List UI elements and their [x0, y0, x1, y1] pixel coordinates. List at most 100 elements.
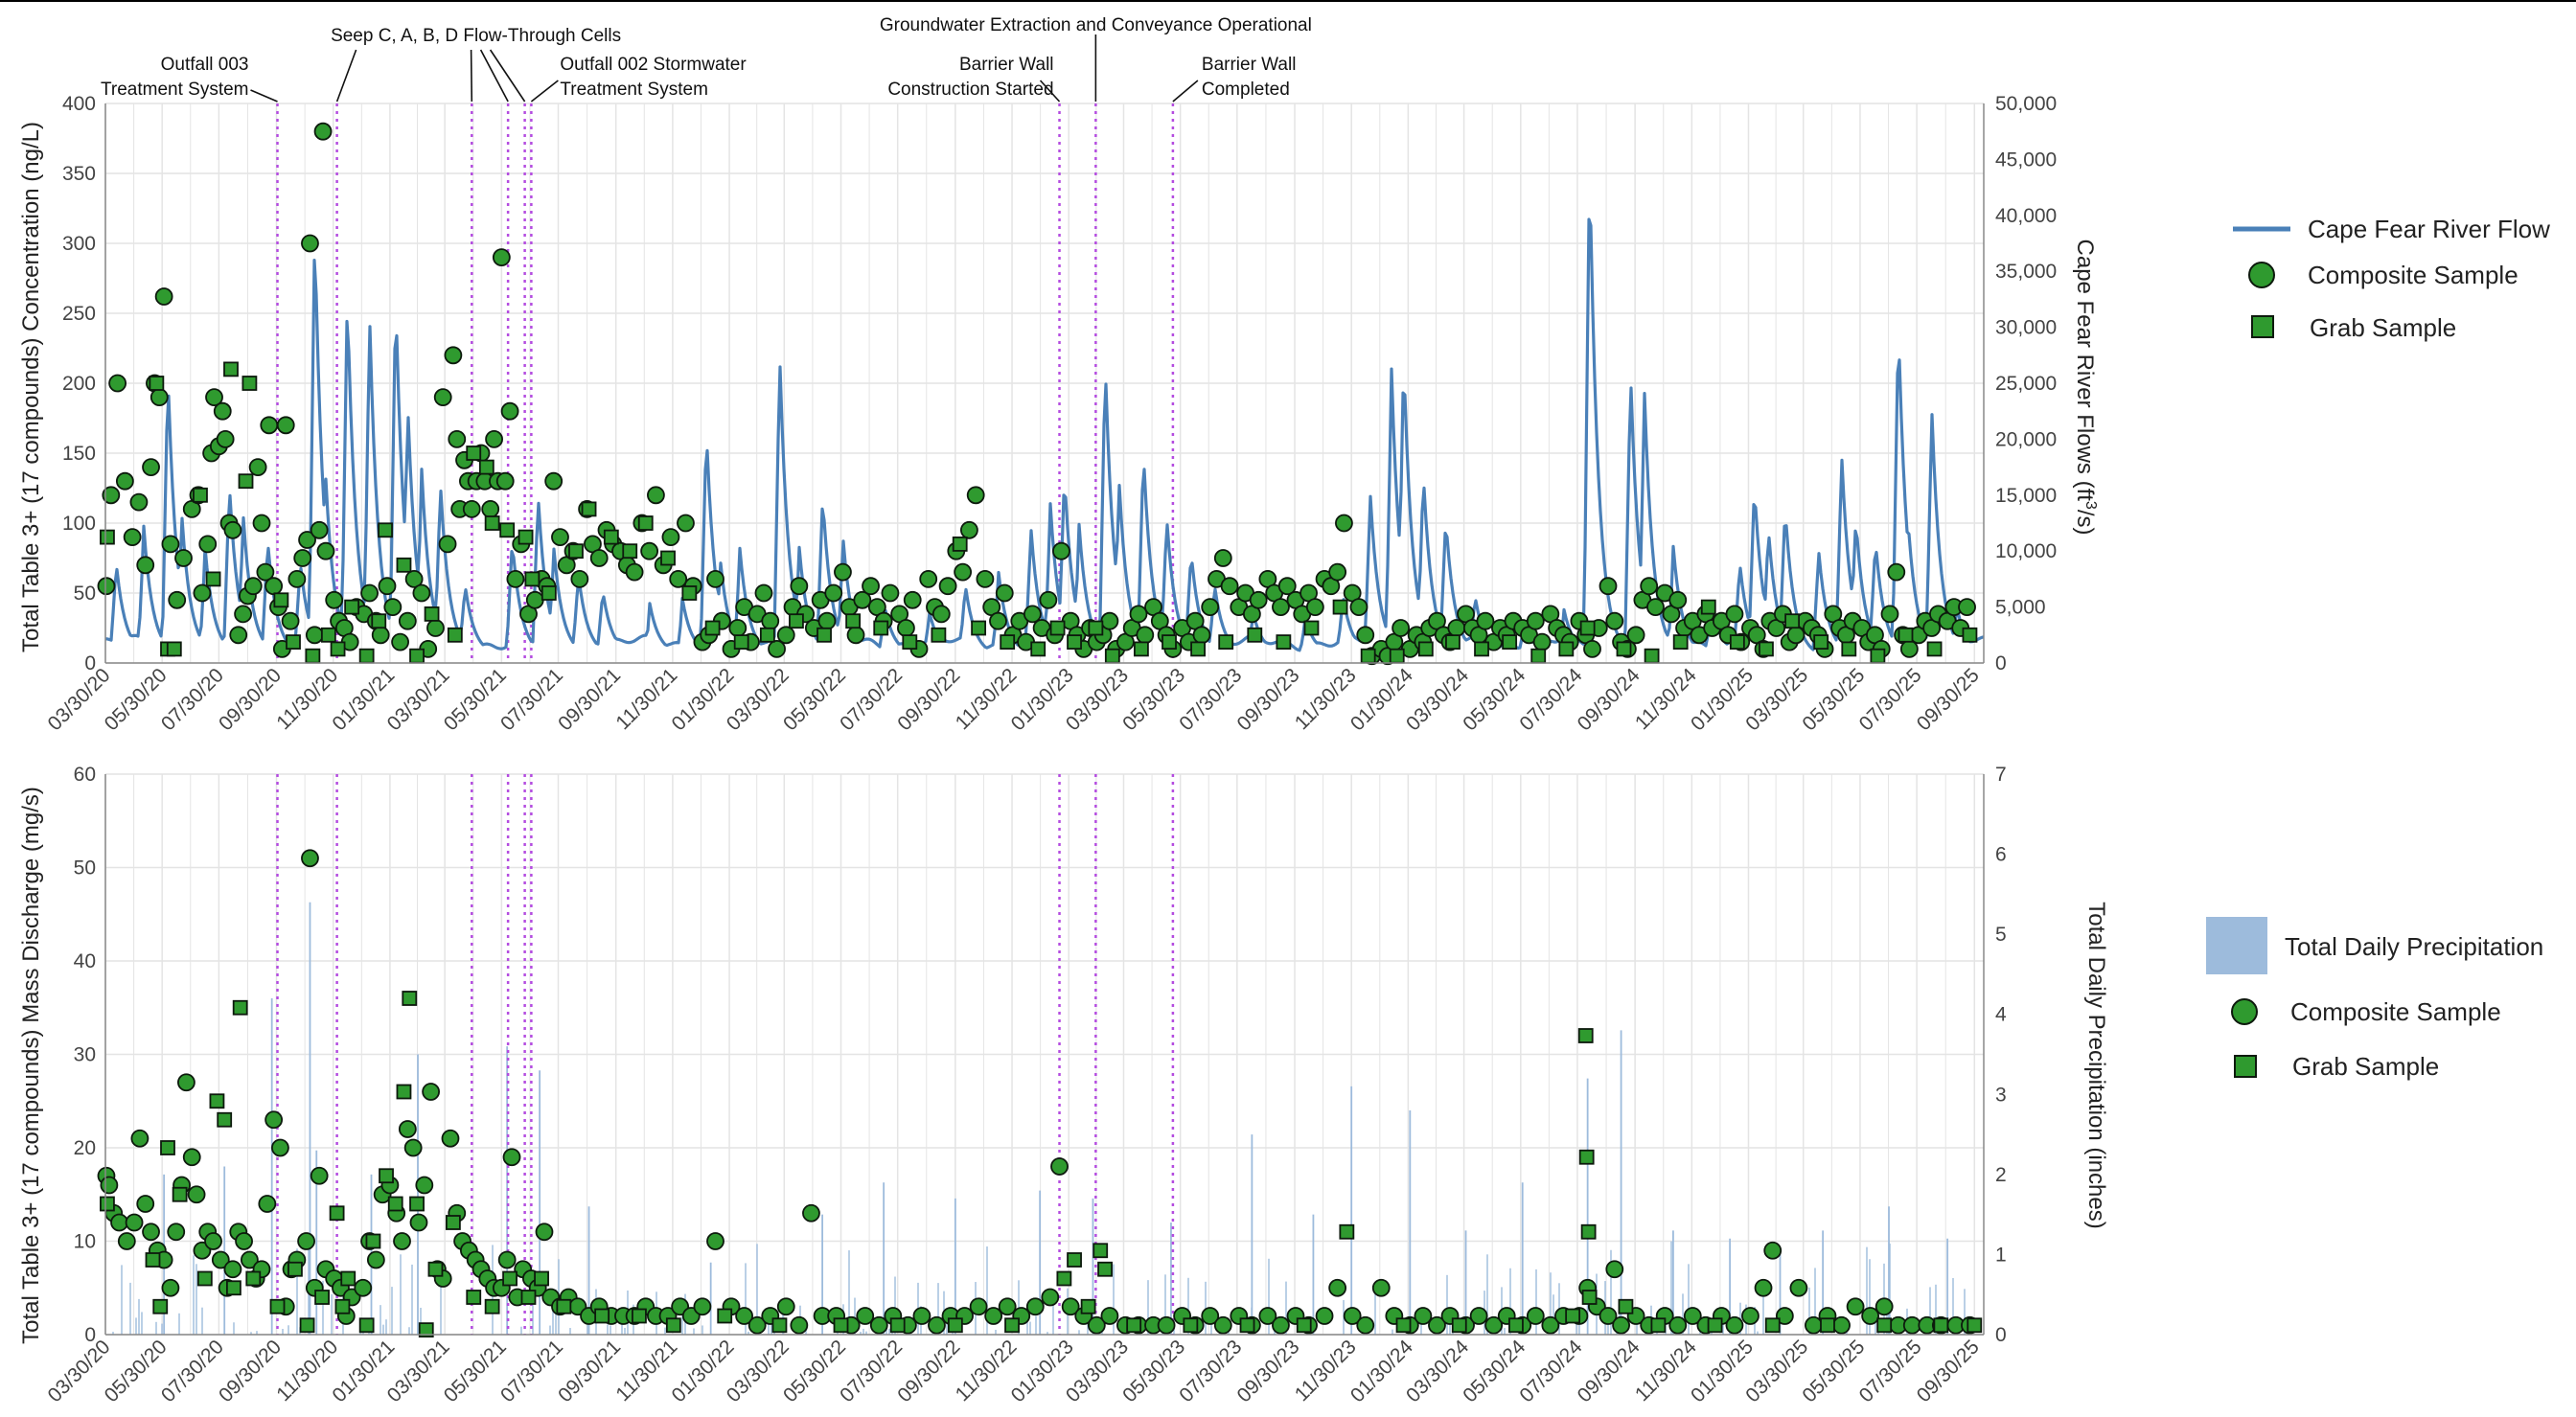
composite-sample-point	[761, 611, 780, 630]
composite-sample-point	[260, 416, 279, 435]
composite-sample-point	[1061, 1297, 1080, 1316]
grab-sample-point	[242, 376, 258, 391]
composite-sample-point	[661, 528, 680, 546]
bottom-sample-points	[97, 849, 1983, 1338]
composite-sample-point	[1428, 1315, 1446, 1335]
grab-sample-point	[889, 1317, 906, 1334]
grab-sample-point	[245, 1270, 262, 1287]
composite-sample-point	[142, 1223, 160, 1242]
top-y-tick-labels: 0 50 100 150 200 250 300 350 400	[62, 93, 96, 674]
grab-sample-point	[1276, 634, 1292, 650]
composite-sample-point	[677, 514, 695, 533]
composite-sample-point	[409, 1213, 428, 1232]
grab-sample-point	[902, 634, 918, 650]
composite-sample-point	[919, 570, 938, 588]
y2-tick-label: 15,000	[1995, 485, 2057, 507]
y2-tick-label: 5,000	[1995, 597, 2046, 619]
grab-sample-point	[1360, 648, 1376, 664]
grab-sample-point	[145, 1252, 161, 1268]
top-event-lines	[276, 103, 1175, 663]
y-tick-label: 60	[74, 764, 96, 786]
composite-sample-point	[506, 570, 525, 588]
composite-sample-point	[1476, 611, 1495, 630]
x-tick-label: 09/30/22	[893, 664, 964, 735]
y-tick-label: 0	[84, 1324, 96, 1346]
grab-sample-point	[952, 537, 968, 552]
composite-sample-point	[1023, 605, 1042, 624]
grab-sample-point	[1303, 620, 1320, 636]
composite-sample-point	[1640, 577, 1659, 596]
grab-sample-point	[1218, 634, 1234, 650]
composite-sample-point	[589, 549, 609, 567]
top-y2-axis-title: Cape Fear River Flows (ft3/s)	[2072, 240, 2099, 536]
grab-sample-point	[1650, 1317, 1667, 1334]
annotation-text: Groundwater Extraction and Conveyance Op…	[880, 15, 1312, 35]
top-axes	[104, 103, 1985, 664]
composite-sample-point	[1846, 1297, 1865, 1316]
bottom-y2-axis-title: Total Daily Precipitation (inches)	[2083, 902, 2109, 1228]
grab-sample-point	[971, 620, 987, 636]
grab-sample-point	[396, 1084, 412, 1100]
composite-sample-point	[984, 1307, 1003, 1325]
composite-sample-point	[150, 388, 169, 407]
composite-sample-point	[305, 626, 324, 645]
composite-sample-point	[293, 549, 312, 567]
composite-sample-point	[1469, 1307, 1488, 1325]
composite-sample-point	[881, 583, 900, 603]
composite-sample-point	[182, 1148, 201, 1167]
composite-sample-point	[205, 388, 223, 407]
composite-sample-point	[174, 549, 193, 567]
composite-sample-point	[1041, 1288, 1060, 1307]
composite-sample-point	[240, 1250, 259, 1269]
grab-sample-point	[1966, 1317, 1983, 1334]
grab-sample-point	[379, 1168, 394, 1184]
y-tick-label: 100	[62, 513, 96, 535]
composite-sample-point	[1315, 1307, 1334, 1325]
composite-sample-point	[754, 583, 773, 603]
x-tick-label: 09/30/25	[1913, 1336, 1984, 1406]
grab-sample-point	[217, 1111, 233, 1128]
grab-sample-point	[833, 1317, 849, 1334]
composite-sample-point	[1832, 1315, 1851, 1335]
x-tick-label: 07/30/24	[1515, 1336, 1586, 1406]
composite-sample-point	[998, 1297, 1017, 1316]
composite-sample-point	[1775, 1307, 1794, 1325]
top-y2-title-tail: /s)	[2072, 510, 2098, 536]
x-tick-label: 07/30/23	[1175, 1336, 1246, 1406]
y2-tick-label: 20,000	[1995, 428, 2057, 450]
annotation-leader	[335, 49, 357, 103]
y-tick-label: 350	[62, 163, 96, 185]
grab-sample-point	[273, 592, 289, 608]
composite-sample-point	[551, 528, 569, 546]
composite-sample-point	[1349, 598, 1368, 616]
grab-sample-point	[1578, 1149, 1595, 1165]
composite-sample-point	[288, 570, 307, 588]
composite-sample-point	[492, 248, 511, 267]
annotation-text: Treatment System	[101, 80, 249, 100]
grab-sample-point	[1813, 634, 1829, 650]
composite-sample-point	[976, 570, 995, 588]
grab-sample-point	[172, 1186, 188, 1202]
composite-sample-point	[211, 1250, 230, 1269]
y-tick-label: 400	[62, 93, 96, 115]
y-tick-label: 20	[74, 1137, 96, 1159]
composite-sample-point	[1025, 1297, 1045, 1316]
composite-sample-point	[1626, 626, 1645, 645]
composite-sample-point	[640, 541, 659, 560]
composite-sample-point	[422, 1083, 441, 1101]
grab-sample-point	[100, 529, 115, 545]
grab-sample-point	[1389, 648, 1405, 664]
grab-sample-point	[556, 1298, 572, 1314]
bottom-legend: Total Daily Precipitation Composite Samp…	[2206, 917, 2543, 1081]
composite-sample-point	[969, 1297, 988, 1316]
grab-sample-point	[100, 1196, 115, 1212]
bottom-x-tick-labels: 03/30/2005/30/2007/30/2009/30/2011/30/20…	[43, 1336, 1983, 1406]
precipitation-bars	[112, 902, 1966, 1335]
composite-sample-point	[1683, 1307, 1702, 1325]
composite-sample-point	[1958, 598, 1976, 616]
grab-sample-point	[1764, 1317, 1781, 1334]
grab-sample-point	[1962, 627, 1978, 643]
composite-sample-point	[1598, 577, 1618, 596]
composite-sample-point	[1541, 1315, 1560, 1335]
composite-sample-point	[989, 611, 1007, 630]
